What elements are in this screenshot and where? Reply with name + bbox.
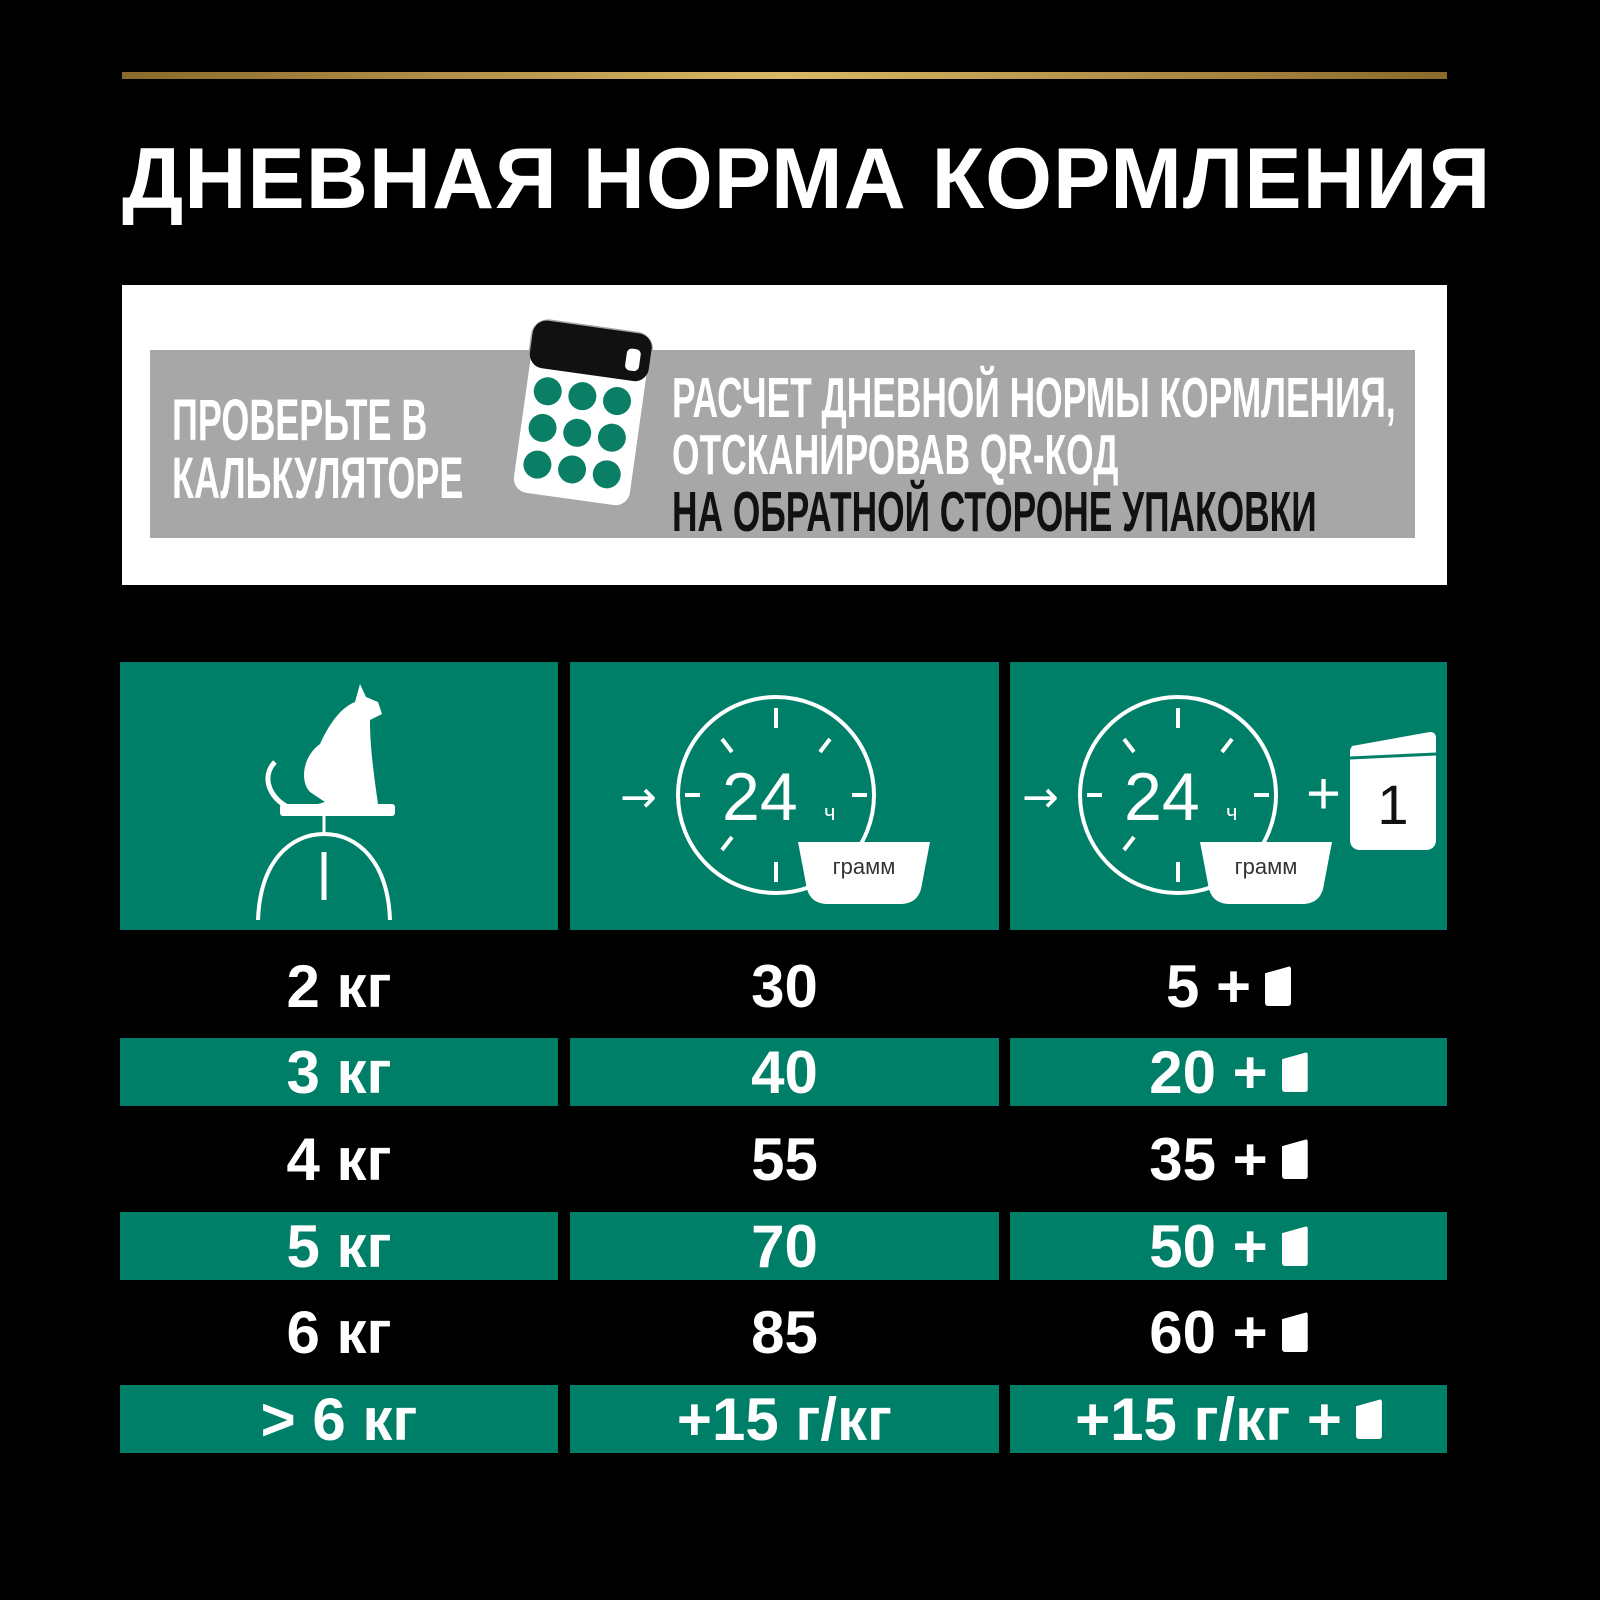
pouch-icon [1281,1226,1308,1266]
cell-value: 2 кг [286,952,392,1020]
header-weight [120,662,558,930]
cell-value: 85 [751,1298,818,1366]
page-title: ДНЕВНАЯ НОРМА КОРМЛЕНИЯ [122,131,1492,227]
cell-value: 30 [751,952,818,1020]
table-cell-dry: 30 [570,952,999,1020]
cell-value: > 6 кг [260,1385,418,1453]
clock-unit: ч [824,800,835,825]
pouch-icon [1265,966,1292,1006]
cell-value: 35 + [1149,1125,1268,1193]
cell-value: 5 кг [286,1212,392,1280]
cell-value: +15 г/кг [676,1385,893,1453]
table-cell-mixed: +15 г/кг + [1010,1385,1447,1453]
cell-value: 6 кг [286,1298,392,1366]
table-cell-dry: +15 г/кг [570,1385,999,1453]
cat-on-scale-icon [256,684,395,921]
plus-sign: + [1306,760,1341,827]
gold-divider [122,72,1447,79]
table-cell-weight: 2 кг [120,952,558,1020]
clock-hours: 24 [1124,759,1200,835]
banner-right-line: РАСЧЕТ ДНЕВНОЙ НОРМЫ КОРМЛЕНИЯ, [672,366,1396,430]
pouch-count: 1 [1377,773,1408,836]
table-cell-dry: 55 [570,1125,999,1193]
banner-left-text: ПРОВЕРЬТЕ В КАЛЬКУЛЯТОРЕ [172,392,463,508]
clock-hours: 24 [722,759,798,835]
calculator-banner-gray [150,350,1415,538]
cell-value: 70 [751,1212,818,1280]
table-cell-weight: 4 кг [120,1125,558,1193]
cell-value: 3 кг [286,1038,392,1106]
svg-text:→: → [620,772,657,823]
cell-value: 60 + [1149,1298,1268,1366]
pouch-icon [1281,1139,1308,1179]
banner-right-line: НА ОБРАТНОЙ СТОРОНЕ УПАКОВКИ [672,480,1317,544]
table-cell-weight: 3 кг [120,1038,558,1106]
header-mixed-food: → 24 ч грамм + 1 [1010,662,1447,930]
table-cell-mixed: 35 + [1010,1125,1447,1193]
pouch-icon [1281,1312,1308,1352]
calculator-icon [510,319,653,508]
cell-value: 4 кг [286,1125,392,1193]
pouch-icon [1281,1052,1308,1092]
table-cell-mixed: 5 + [1010,952,1447,1020]
table-cell-dry: 70 [570,1212,999,1280]
clock-unit: ч [1226,800,1237,825]
bowl-label: грамм [833,854,896,879]
banner-right-line: ОТСКАНИРОВАВ QR-КОД [672,423,1119,487]
cell-value: 40 [751,1038,818,1106]
clock-24h-bowl-plus-pouch-icon: → 24 ч грамм + 1 [1022,695,1437,904]
banner-right-text: РАСЧЕТ ДНЕВНОЙ НОРМЫ КОРМЛЕНИЯ, ОТСКАНИР… [672,370,1396,541]
table-cell-dry: 85 [570,1298,999,1366]
clock-24h-bowl-icon: → 24 ч грамм [620,695,930,904]
bowl-label: грамм [1235,854,1298,879]
cell-value: 20 + [1149,1038,1268,1106]
table-cell-weight: 5 кг [120,1212,558,1280]
cell-value: 50 + [1149,1212,1268,1280]
table-cell-mixed: 60 + [1010,1298,1447,1366]
table-cell-dry: 40 [570,1038,999,1106]
banner-left-line: ПРОВЕРЬТЕ В [172,388,428,453]
table-cell-mixed: 50 + [1010,1212,1447,1280]
cell-value: 5 + [1165,952,1252,1020]
cell-value: 55 [751,1125,818,1193]
cell-value: +15 г/кг + [1075,1385,1342,1453]
table-cell-mixed: 20 + [1010,1038,1447,1106]
banner-left-line: КАЛЬКУЛЯТОРЕ [172,446,464,511]
svg-text:→: → [1022,772,1059,823]
pouch-icon [1355,1399,1382,1439]
table-cell-weight: 6 кг [120,1298,558,1366]
header-dry-food: → 24 ч грамм [570,662,999,930]
table-cell-weight: > 6 кг [120,1385,558,1453]
